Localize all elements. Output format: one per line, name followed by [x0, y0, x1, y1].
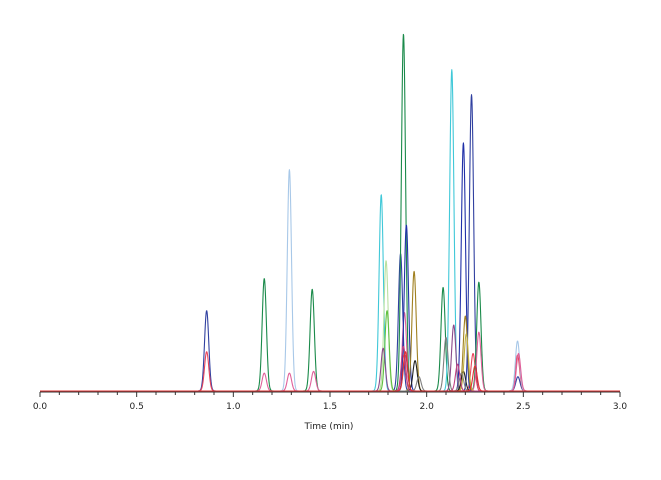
x-tick-label: 1.5	[323, 402, 337, 412]
x-tick-label: 2.0	[420, 402, 435, 412]
x-tick-label: 0.0	[33, 402, 48, 412]
series-trace-13	[39, 333, 621, 392]
x-axis-ticks: 0.0 0.5 1.0 1.5 2.0 2.5 3.0	[33, 392, 628, 412]
series-trace-16	[39, 351, 621, 392]
series-trace-7	[39, 260, 621, 392]
x-tick-label: 0.5	[130, 402, 144, 412]
series-trace-6	[39, 69, 621, 392]
chromatogram-traces	[39, 33, 621, 392]
x-tick-label: 3.0	[613, 402, 628, 412]
series-trace-8	[39, 310, 621, 392]
series-trace-12	[39, 360, 621, 392]
series-trace-5	[39, 311, 621, 392]
series-trace-3	[39, 33, 621, 392]
x-tick-label: 2.5	[516, 402, 530, 412]
series-trace-4	[39, 169, 621, 392]
x-axis-label: Time (min)	[304, 422, 354, 432]
series-trace-2	[39, 351, 621, 392]
series-trace-10	[39, 324, 621, 392]
series-trace-11	[39, 270, 621, 392]
series-trace-15	[39, 345, 621, 392]
x-tick-label: 1.0	[226, 402, 241, 412]
series-trace-1	[39, 94, 621, 392]
series-trace-9	[39, 142, 621, 392]
series-trace-14	[39, 336, 621, 392]
